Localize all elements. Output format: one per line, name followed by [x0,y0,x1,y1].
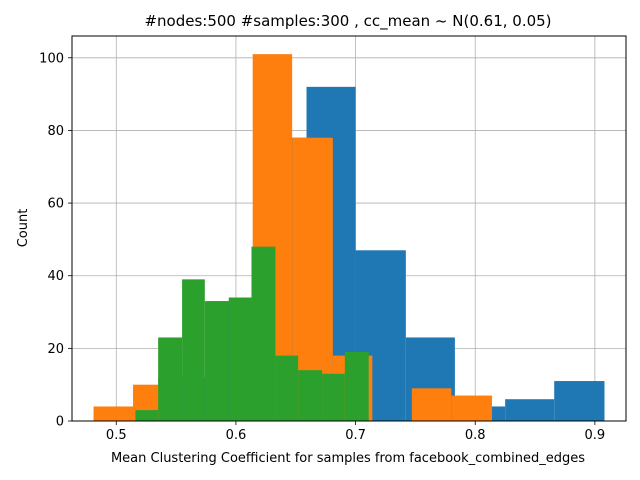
histogram-bar [451,395,492,421]
histogram-series-3 [135,246,369,421]
histogram-bar [505,399,555,421]
x-tick-label: 0.9 [585,428,606,443]
x-tick-label: 0.6 [226,428,247,443]
histogram-bar [182,279,205,421]
y-tick-label: 40 [47,269,64,284]
histogram-bar [344,351,369,421]
histogram-bars [93,54,605,422]
histogram-bar [158,337,183,421]
y-tick-label: 60 [47,197,64,212]
y-tick-label: 80 [47,124,64,139]
x-tick-label: 0.7 [345,428,366,443]
histogram-bar [554,381,605,421]
histogram-bar [322,373,345,421]
histogram-bar [135,410,159,421]
y-tick-label: 20 [47,342,64,357]
y-tick-label: 0 [56,415,64,430]
chart-title: #nodes:500 #samples:300 , cc_mean ~ N(0.… [144,12,551,31]
histogram-bar [93,406,134,421]
y-tick-label: 100 [39,51,64,66]
y-axis-label: Count [16,209,31,248]
histogram-bar [298,370,323,421]
histogram-bar [228,297,252,421]
x-tick-label: 0.8 [465,428,486,443]
histogram-bar [204,301,229,421]
x-axis-label: Mean Clustering Coefficient for samples … [111,451,585,466]
histogram-bar [251,246,276,421]
x-tick-label: 0.5 [106,428,127,443]
plot-frame [71,35,627,422]
x-axis-ticks: 0.5 0.6 0.7 0.8 0.9 [106,421,605,443]
y-axis-ticks: 0 20 40 60 80 100 [39,51,72,430]
histogram-bar [275,355,299,421]
histogram-bar [411,388,452,421]
